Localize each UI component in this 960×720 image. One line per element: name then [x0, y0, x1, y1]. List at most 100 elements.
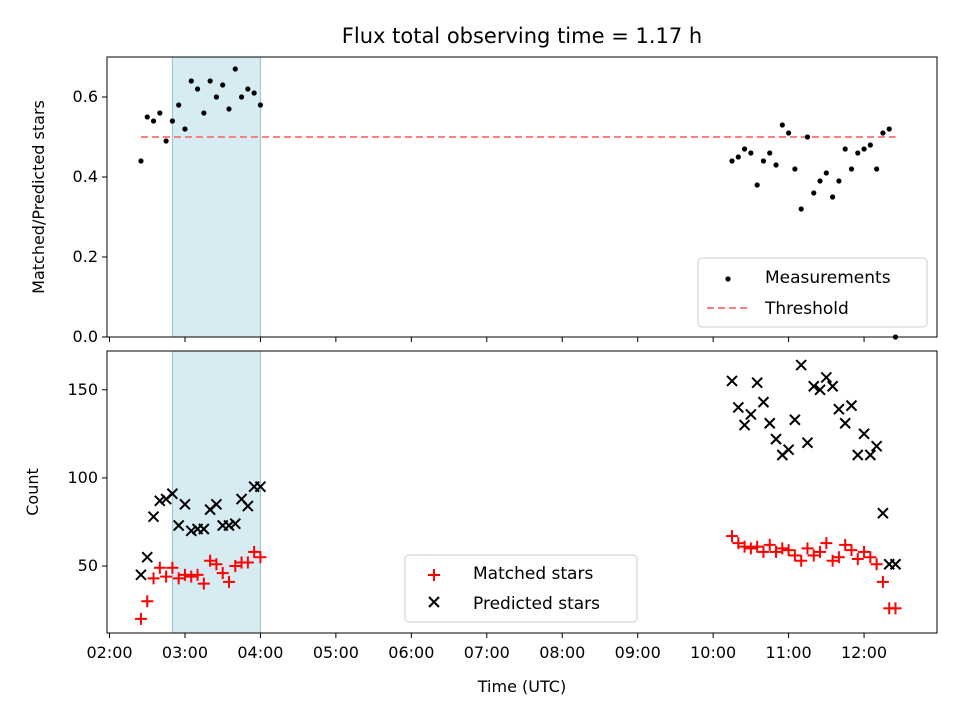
predicted-star-point — [833, 403, 845, 415]
predicted-star-mark-b — [242, 500, 254, 512]
predicted-star-mark-b — [254, 481, 267, 493]
measurement-point — [213, 94, 220, 100]
predicted-star-mark-b — [839, 417, 851, 429]
predicted-star-mark-b — [789, 414, 801, 426]
predicted-star-mark-b — [845, 399, 858, 412]
matched-star-point — [248, 545, 261, 558]
predicted-star-mark-b — [738, 419, 751, 431]
predicted-star-mark-b — [808, 380, 820, 392]
predicted-star-mark-b — [172, 519, 185, 532]
legend-predicted-label: Predicted stars — [473, 594, 600, 614]
measurement-point — [754, 182, 760, 188]
measurement-point — [773, 162, 779, 168]
matched-star-point — [204, 554, 217, 567]
predicted-star-point — [242, 500, 254, 512]
measurement-point — [150, 118, 157, 124]
matched-star-point — [757, 545, 770, 558]
predicted-star-mark-b — [870, 440, 883, 452]
measurement-point — [786, 130, 792, 136]
matched-star-point — [732, 537, 745, 550]
measurement-point — [855, 150, 861, 156]
matched-star-point — [172, 572, 185, 585]
matched-star-point — [839, 538, 852, 551]
predicted-star-point — [757, 396, 770, 408]
measurement-point — [741, 146, 748, 152]
predicted-star-mark-b — [166, 488, 179, 500]
matched-star-point — [782, 544, 795, 557]
bottom-y-tick-label: 50 — [78, 556, 98, 575]
x-tick-label: 06:00 — [388, 643, 434, 662]
predicted-star-point — [820, 371, 833, 384]
x-tick-label: 12:00 — [841, 643, 887, 662]
measurement-point — [748, 150, 754, 156]
predicted-star-mark-b — [210, 498, 223, 511]
top-y-tick-label: 0.6 — [73, 87, 98, 106]
predicted-star-mark-b — [141, 551, 153, 563]
predicted-star-point — [864, 449, 877, 461]
predicted-star-mark-b — [826, 380, 839, 392]
bottom-shaded-span — [171, 350, 261, 634]
predicted-stars-points — [135, 359, 902, 581]
measurement-point — [232, 66, 238, 72]
chart-title: Flux total observing time = 1.17 h — [342, 24, 702, 48]
measurement-point — [760, 158, 767, 164]
predicted-star-point — [254, 481, 267, 493]
x-tick-label: 07:00 — [464, 643, 510, 662]
matched-star-point — [229, 560, 242, 573]
predicted-star-mark-b — [757, 396, 770, 408]
predicted-star-point — [858, 428, 870, 440]
predicted-star-point — [764, 417, 776, 429]
x-tick-label: 11:00 — [766, 643, 812, 662]
predicted-star-point — [877, 507, 889, 519]
bottom-y-axis-label: Count — [23, 468, 42, 516]
measurement-point — [169, 118, 175, 124]
matched-star-point — [889, 602, 902, 615]
legend-matched-label: Matched stars — [473, 564, 593, 584]
measurement-point — [194, 86, 201, 92]
predicted-star-point — [870, 440, 883, 452]
measurement-point — [874, 166, 880, 172]
predicted-star-mark-b — [732, 401, 745, 414]
measurement-point — [201, 110, 207, 116]
legend-predicted-marker — [428, 596, 440, 608]
measurement-points — [138, 66, 899, 340]
legend-matched-marker — [428, 569, 440, 581]
predicted-star-mark-b — [795, 359, 807, 371]
matched-star-point — [788, 549, 801, 562]
matched-star-point — [807, 549, 820, 562]
predicted-star-point — [852, 449, 864, 461]
measurement-point — [163, 138, 169, 144]
predicted-star-point — [795, 359, 807, 371]
matched-star-point — [832, 551, 845, 564]
predicted-star-point — [889, 558, 902, 570]
matched-star-point — [241, 556, 254, 569]
measurement-point — [861, 146, 867, 152]
x-axis-label: Time (UTC) — [477, 677, 566, 696]
measurement-point — [182, 126, 188, 132]
bottom-legend-box — [404, 554, 638, 623]
predicted-star-point — [229, 518, 241, 530]
predicted-star-point — [782, 443, 795, 456]
measurement-point — [144, 114, 150, 120]
measurement-point — [767, 150, 773, 156]
predicted-star-point — [738, 419, 751, 431]
matched-star-point — [191, 568, 204, 581]
measurement-point — [867, 142, 873, 148]
predicted-star-mark-b — [858, 428, 870, 440]
measurement-point — [188, 78, 194, 84]
matched-star-point — [216, 567, 229, 580]
measurement-point — [817, 178, 823, 184]
matched-star-point — [801, 542, 814, 555]
x-tick-label: 10:00 — [690, 643, 736, 662]
matched-star-point — [814, 545, 827, 558]
predicted-star-point — [808, 380, 820, 392]
measurement-point — [848, 166, 855, 172]
predicted-star-mark-b — [782, 443, 795, 456]
measurement-point — [251, 90, 257, 96]
top-legend-box — [697, 257, 928, 328]
matched-star-point — [826, 554, 839, 567]
measurement-point — [798, 206, 804, 212]
legend-measurements-label: Measurements — [765, 268, 891, 288]
measurement-point — [811, 190, 817, 196]
